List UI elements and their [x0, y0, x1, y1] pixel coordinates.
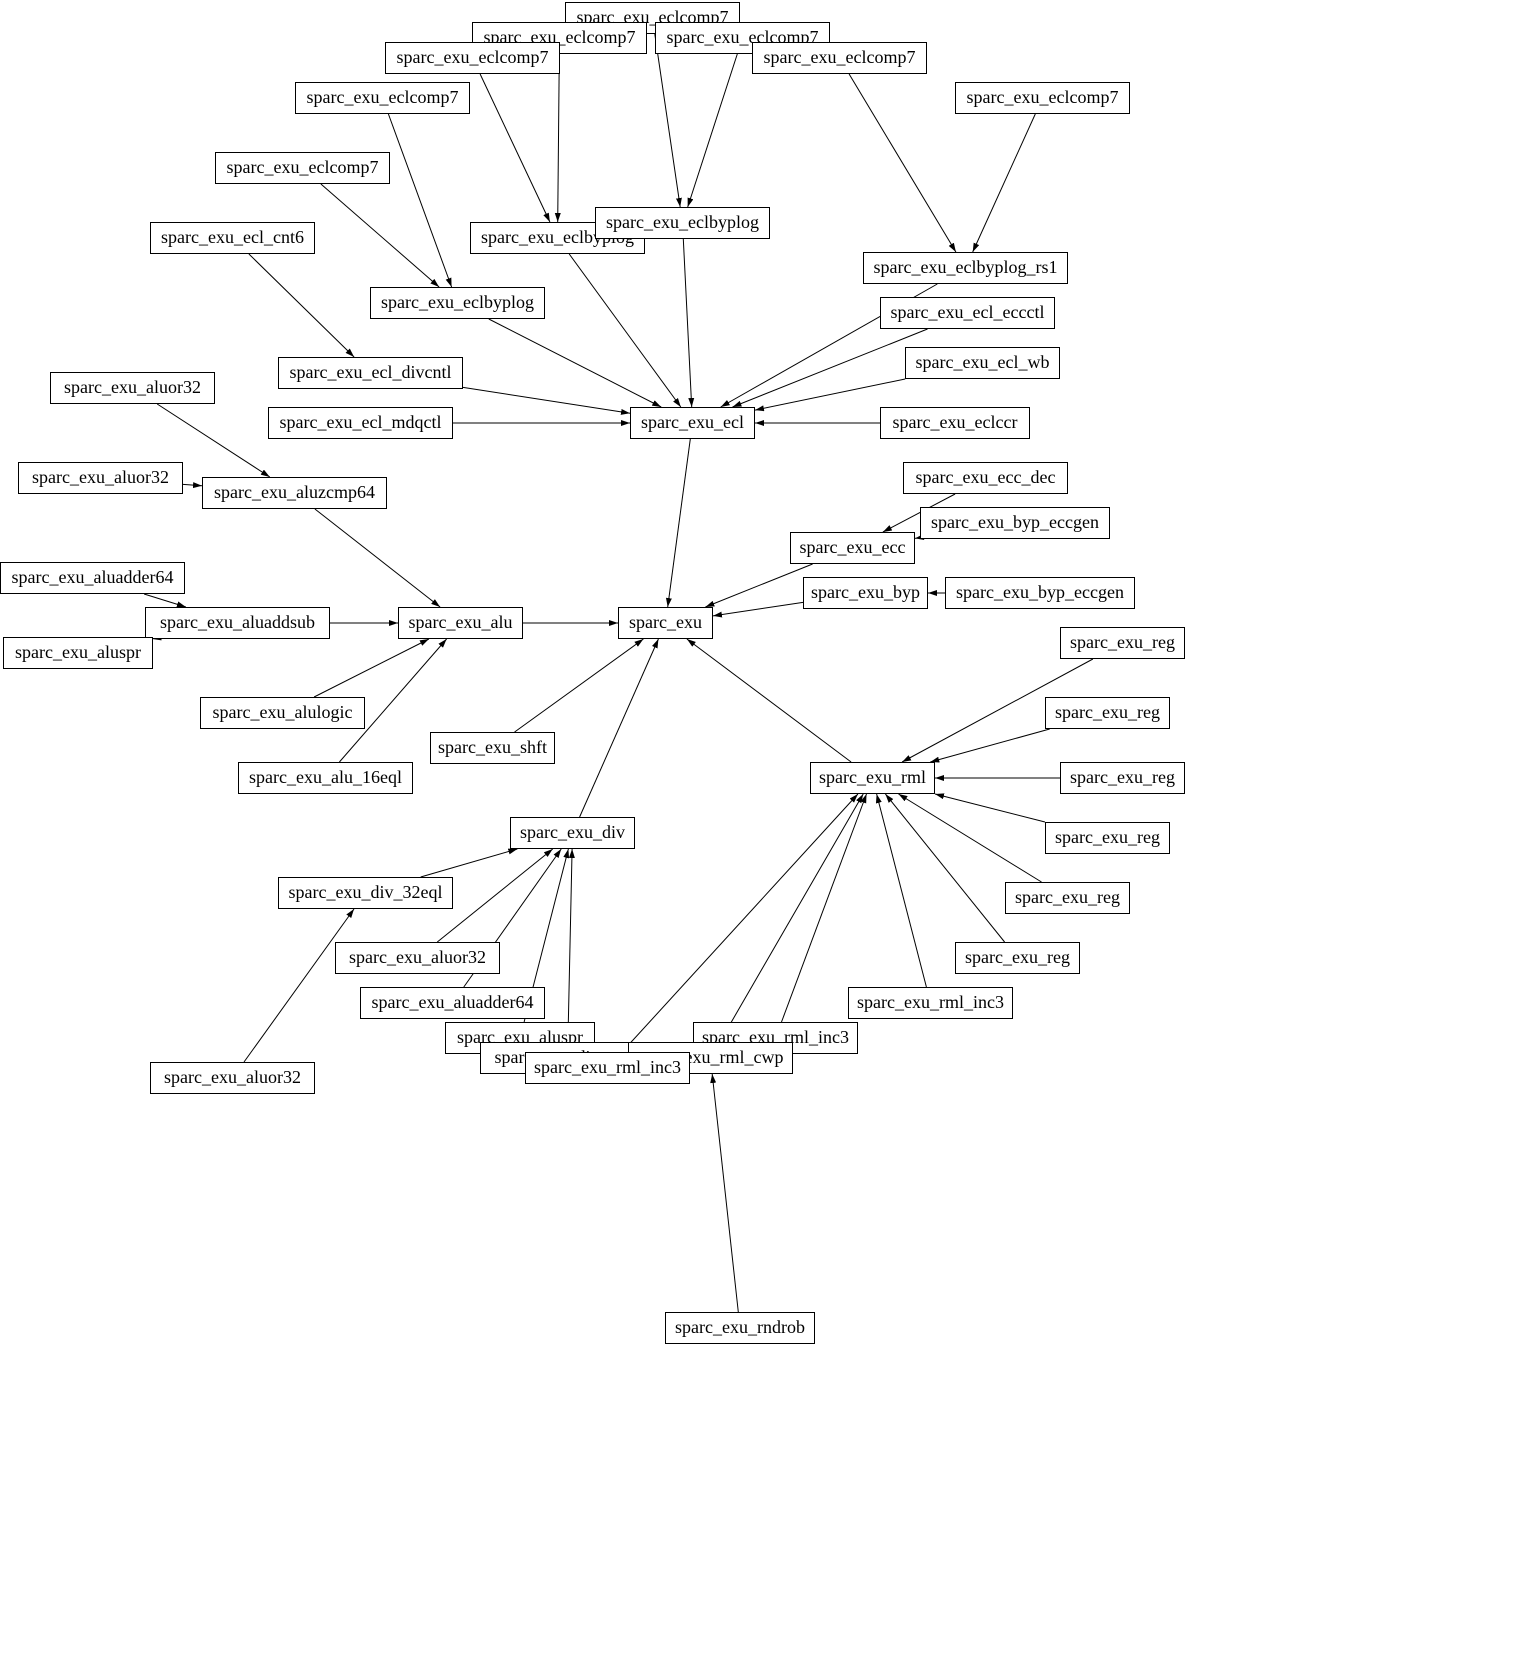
edge-rml_inc3_a-to-rml	[877, 794, 927, 987]
edge-eclbyplog_c-to-ecl	[489, 319, 661, 407]
edge-eclcomp7_a-to-eclbyplog_b	[655, 34, 680, 207]
edge-shft-to-exu	[515, 639, 644, 732]
node-eclcomp7_h: sparc_exu_eclcomp7	[215, 152, 390, 184]
node-aluor32_a: sparc_exu_aluor32	[50, 372, 215, 404]
node-eclbyplog_b: sparc_exu_eclbyplog	[595, 207, 770, 239]
edge-eclcomp7_g-to-eclbyplog_rs1	[973, 114, 1036, 252]
node-aluadder64_a: sparc_exu_aluadder64	[0, 562, 185, 594]
edge-eclcomp7_h-to-eclbyplog_c	[321, 184, 439, 287]
node-byp_eccgen_a: sparc_exu_byp_eccgen	[920, 507, 1110, 539]
node-aluzcmp64: sparc_exu_aluzcmp64	[202, 477, 387, 509]
edge-eclcomp7_f-to-eclbyplog_c	[388, 114, 451, 287]
node-eclcomp7_e: sparc_exu_eclcomp7	[752, 42, 927, 74]
node-ecl_cnt6: sparc_exu_ecl_cnt6	[150, 222, 315, 254]
node-reg_e: sparc_exu_reg	[1005, 882, 1130, 914]
node-aluspr_a: sparc_exu_aluspr	[3, 637, 153, 669]
edge-div-to-exu	[580, 639, 659, 817]
node-eclcomp7_f: sparc_exu_eclcomp7	[295, 82, 470, 114]
edge-reg_f-to-rml	[885, 794, 1004, 942]
node-aluadder64_b: sparc_exu_aluadder64	[360, 987, 545, 1019]
node-eclccr: sparc_exu_eclccr	[880, 407, 1030, 439]
node-reg_b: sparc_exu_reg	[1045, 697, 1170, 729]
edge-reg_e-to-rml	[899, 794, 1042, 882]
edge-aluadder64_a-to-aluaddsub	[144, 594, 186, 607]
node-ecl_wb: sparc_exu_ecl_wb	[905, 347, 1060, 379]
node-alulogic: sparc_exu_alulogic	[200, 697, 365, 729]
edge-ecl_divcntl-to-ecl	[463, 387, 630, 413]
node-reg_c: sparc_exu_reg	[1060, 762, 1185, 794]
node-aluor32_d: sparc_exu_aluor32	[150, 1062, 315, 1094]
node-byp_eccgen_b: sparc_exu_byp_eccgen	[945, 577, 1135, 609]
node-ecl_divcntl: sparc_exu_ecl_divcntl	[278, 357, 463, 389]
edge-ecl-to-exu	[668, 439, 691, 607]
edge-eclcomp7_d-to-eclbyplog_a	[480, 74, 550, 222]
node-alu: sparc_exu_alu	[398, 607, 523, 639]
edge-rml_cwp-to-rml	[720, 794, 863, 1042]
edge-reg_b-to-rml	[930, 729, 1049, 762]
node-eclcomp7_g: sparc_exu_eclcomp7	[955, 82, 1130, 114]
node-shft: sparc_exu_shft	[430, 732, 555, 764]
node-reg_a: sparc_exu_reg	[1060, 627, 1185, 659]
node-aluor32_c: sparc_exu_aluor32	[335, 942, 500, 974]
edge-eclcomp7_b-to-eclbyplog_a	[558, 54, 560, 222]
node-eclbyplog_rs1: sparc_exu_eclbyplog_rs1	[863, 252, 1068, 284]
edge-alulogic-to-alu	[314, 639, 429, 697]
node-eclcomp7_d: sparc_exu_eclcomp7	[385, 42, 560, 74]
node-div: sparc_exu_div	[510, 817, 635, 849]
edge-byp-to-exu	[713, 602, 803, 616]
node-eclbyplog_c: sparc_exu_eclbyplog	[370, 287, 545, 319]
node-ecc: sparc_exu_ecc	[790, 532, 915, 564]
node-rndrob: sparc_exu_rndrob	[665, 1312, 815, 1344]
node-ecl: sparc_exu_ecl	[630, 407, 755, 439]
node-div_32eql: sparc_exu_div_32eql	[278, 877, 453, 909]
edge-aluzcmp64-to-alu	[315, 509, 440, 607]
edge-rndrob-to-rml_cwp	[712, 1074, 738, 1312]
edge-ecl_cnt6-to-ecl_divcntl	[249, 254, 354, 357]
edge-div_yreg-to-div	[568, 849, 572, 1042]
edge-eclbyplog_b-to-ecl	[683, 239, 691, 407]
node-ecl_eccctl: sparc_exu_ecl_eccctl	[880, 297, 1055, 329]
edge-eclcomp7_e-to-eclbyplog_rs1	[849, 74, 956, 252]
edge-ecc-to-exu	[705, 564, 812, 607]
node-rml: sparc_exu_rml	[810, 762, 935, 794]
edge-ecl_wb-to-ecl	[755, 379, 905, 410]
edge-eclcomp7_c-to-eclbyplog_b	[688, 54, 738, 207]
node-exu: sparc_exu	[618, 607, 713, 639]
graph-canvas: sparc_exu_eclcomp7sparc_exu_eclcomp7spar…	[0, 0, 1521, 1654]
edge-aluor32_b-to-aluzcmp64	[183, 484, 202, 485]
edge-aluor32_d-to-div_32eql	[244, 909, 354, 1062]
edge-rml-to-exu	[687, 639, 851, 762]
node-alu_16eql: sparc_exu_alu_16eql	[238, 762, 413, 794]
node-ecc_dec: sparc_exu_ecc_dec	[903, 462, 1068, 494]
edge-div_32eql-to-div	[421, 849, 518, 877]
node-byp: sparc_exu_byp	[803, 577, 928, 609]
edge-ecl_eccctl-to-ecl	[733, 329, 928, 407]
node-rml_inc3_a: sparc_exu_rml_inc3	[848, 987, 1013, 1019]
node-reg_d: sparc_exu_reg	[1045, 822, 1170, 854]
edge-eclbyplog_a-to-ecl	[569, 254, 681, 407]
node-rml_inc3_c: sparc_exu_rml_inc3	[525, 1052, 690, 1084]
node-aluor32_b: sparc_exu_aluor32	[18, 462, 183, 494]
edge-reg_d-to-rml	[935, 794, 1045, 822]
edge-aluor32_c-to-div	[437, 849, 552, 942]
node-reg_f: sparc_exu_reg	[955, 942, 1080, 974]
edge-rml_inc3_c-to-rml	[622, 794, 858, 1052]
node-ecl_mdqctl: sparc_exu_ecl_mdqctl	[268, 407, 453, 439]
node-aluaddsub: sparc_exu_aluaddsub	[145, 607, 330, 639]
